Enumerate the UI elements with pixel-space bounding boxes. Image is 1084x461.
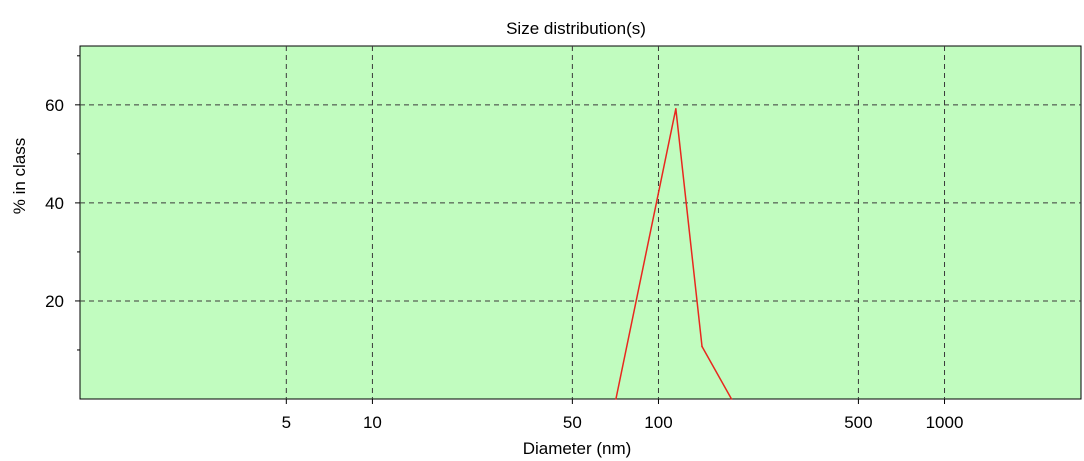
- y-tick-label: 60: [45, 96, 64, 115]
- y-tick-label: 40: [45, 194, 64, 213]
- data-point: [730, 398, 733, 400]
- y-tick-label: 20: [45, 292, 64, 311]
- x-tick-label: 50: [563, 413, 582, 432]
- y-tick-labels: 20 40 60: [45, 96, 64, 311]
- series-layer: [615, 107, 733, 400]
- x-tick-label: 5: [282, 413, 291, 432]
- axis-ticks: [75, 55, 946, 404]
- x-tick-label: 10: [363, 413, 382, 432]
- y-axis-title: % in class: [10, 138, 29, 215]
- x-tick-label: 100: [644, 413, 672, 432]
- series-line: [615, 108, 733, 400]
- data-point: [675, 107, 677, 110]
- x-tick-label: 500: [844, 413, 872, 432]
- data-point: [615, 398, 617, 400]
- x-tick-label: 1000: [926, 413, 964, 432]
- chart-title: Size distribution(s): [506, 19, 646, 38]
- x-axis-title: Diameter (nm): [523, 439, 632, 458]
- data-point: [701, 345, 703, 348]
- x-tick-labels: 5 10 50 100 500 1000: [282, 413, 964, 432]
- plot-area: [79, 45, 1082, 400]
- grid-lines: [80, 46, 1081, 399]
